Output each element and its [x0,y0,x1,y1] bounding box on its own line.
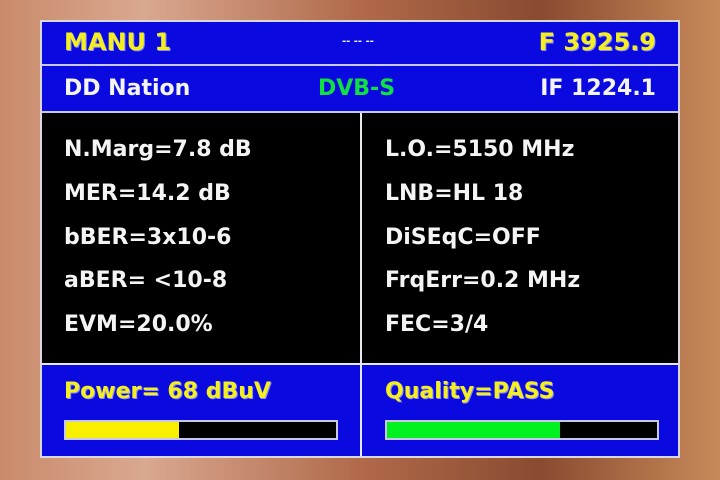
indicator: -- -- -- [342,36,374,47]
param-nmarg: N.Marg=7.8 dB [64,137,252,162]
param-lo: L.O.=5150 MHz [385,137,575,162]
power-label: Power= 68 dBuV [64,379,271,404]
frequency: F 3925.9 [538,28,656,56]
param-lnb: LNB=HL 18 [385,181,524,206]
subheader-row: DD Nation DVB-S IF 1224.1 [42,66,678,113]
service-name: DD Nation [64,76,191,101]
power-bar [64,420,338,440]
power-bar-fill [66,422,180,438]
channel-name: MANU 1 [64,28,172,56]
meter-panel: MANU 1 -- -- -- F 3925.9 DD Nation DVB-S… [40,20,680,458]
param-bber: bBER=3x10-6 [64,225,232,250]
param-evm: EVM=20.0% [64,312,213,337]
standard: DVB-S [318,76,396,101]
quality-bar [385,420,659,440]
header-row: MANU 1 -- -- -- F 3925.9 [42,22,678,66]
quality-label: Quality=PASS [385,379,555,404]
column-divider [360,113,362,456]
param-frqerr: FrqErr=0.2 MHz [385,268,581,293]
if-frequency: IF 1224.1 [540,76,656,101]
quality-bar-fill [387,422,560,438]
parameters: N.Marg=7.8 dB MER=14.2 dB bBER=3x10-6 aB… [42,113,678,363]
level-section: Power= 68 dBuV Quality=PASS [42,363,678,456]
param-diseqc: DiSEqC=OFF [385,225,541,250]
param-aber: aBER= <10-8 [64,268,228,293]
param-mer: MER=14.2 dB [64,181,231,206]
param-fec: FEC=3/4 [385,312,489,337]
